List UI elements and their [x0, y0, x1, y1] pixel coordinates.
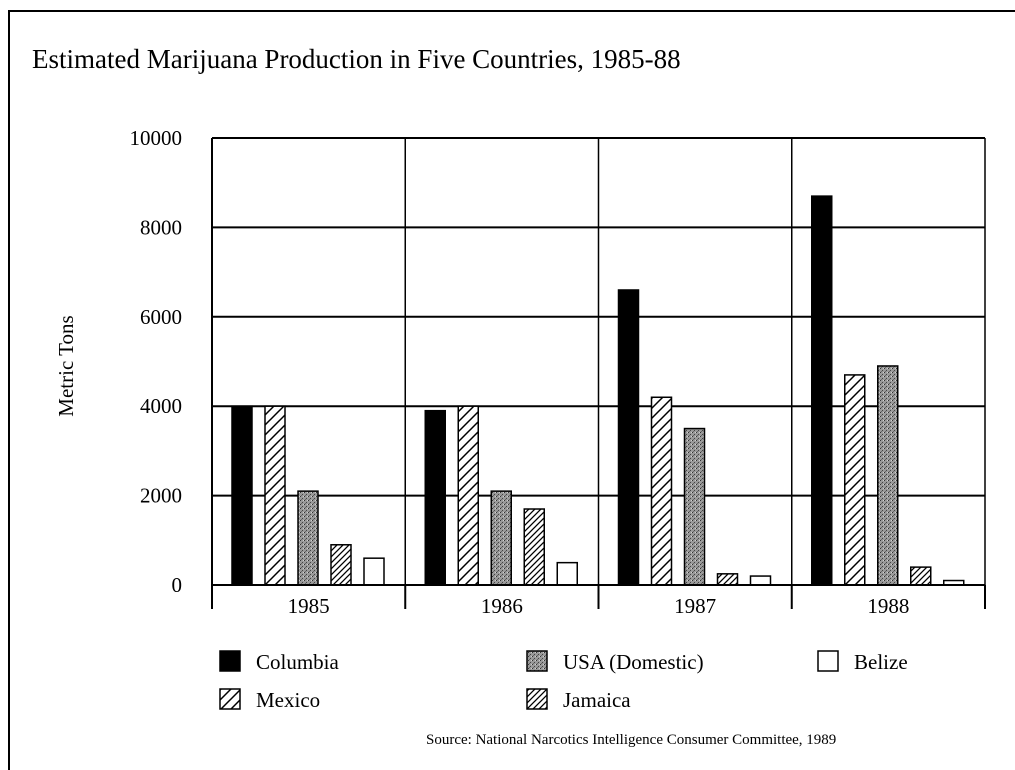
bar-columbia-1987: [617, 289, 640, 586]
legend-swatch-columbia: [219, 650, 241, 672]
bar-usa-domestic-1985: [297, 490, 319, 586]
bar-belize-1986: [556, 561, 578, 586]
x-tick-label-1985: 1985: [288, 594, 330, 618]
legend-swatch-jamaica: [526, 688, 548, 710]
y-tick-label-4000: 4000: [140, 394, 182, 418]
legend-label-mexico: Mexico: [256, 688, 320, 712]
legend-swatch-usa-domestic: [526, 650, 548, 672]
bar-mexico-1986: [457, 405, 479, 586]
legend-swatch-belize: [817, 650, 839, 672]
legend: Columbia Mexico USA (Domestic) Jamaica Beliz…: [219, 650, 908, 712]
bar-mexico-1987: [650, 396, 673, 586]
bar-usa-domestic-1988: [877, 365, 899, 586]
grid-lines: [212, 137, 986, 586]
y-tick-labels: 0 2000 4000 6000 8000 10000: [130, 126, 183, 597]
bar-belize-1987: [749, 575, 772, 586]
legend-label-columbia: Columbia: [256, 650, 340, 674]
x-tick-label-1988: 1988: [867, 594, 909, 618]
y-tick-label-0: 0: [172, 573, 183, 597]
bar-belize-1985: [363, 557, 385, 586]
bar-mexico-1988: [844, 374, 866, 586]
legend-label-jamaica: Jamaica: [563, 688, 631, 712]
bar-columbia-1988: [811, 195, 833, 586]
y-axis-label: Metric Tons: [54, 315, 78, 416]
bar-usa-domestic-1987: [683, 427, 706, 586]
bars: [231, 195, 965, 586]
legend-swatch-mexico: [219, 688, 241, 710]
x-tick-labels: 1985 1986 1987 1988: [288, 594, 910, 618]
bar-jamaica-1988: [910, 566, 932, 586]
bar-columbia-1986: [424, 409, 446, 586]
legend-label-usa-domestic: USA (Domestic): [563, 650, 704, 674]
bar-jamaica-1987: [716, 573, 739, 586]
bar-jamaica-1986: [523, 508, 545, 586]
x-tick-label-1986: 1986: [481, 594, 523, 618]
axes: [211, 138, 986, 609]
y-tick-label-6000: 6000: [140, 305, 182, 329]
bar-usa-domestic-1986: [490, 490, 512, 586]
bar-columbia-1985: [231, 405, 253, 586]
legend-label-belize: Belize: [854, 650, 908, 674]
bar-jamaica-1985: [330, 544, 352, 586]
bar-mexico-1985: [264, 405, 286, 586]
y-tick-label-10000: 10000: [130, 126, 183, 150]
x-tick-label-1987: 1987: [674, 594, 716, 618]
chart-title: Estimated Marijuana Production in Five C…: [32, 44, 681, 74]
y-tick-label-2000: 2000: [140, 484, 182, 508]
chart-frame: [8, 10, 1015, 770]
source-note: Source: National Narcotics Intelligence …: [426, 732, 837, 748]
y-tick-label-8000: 8000: [140, 215, 182, 239]
